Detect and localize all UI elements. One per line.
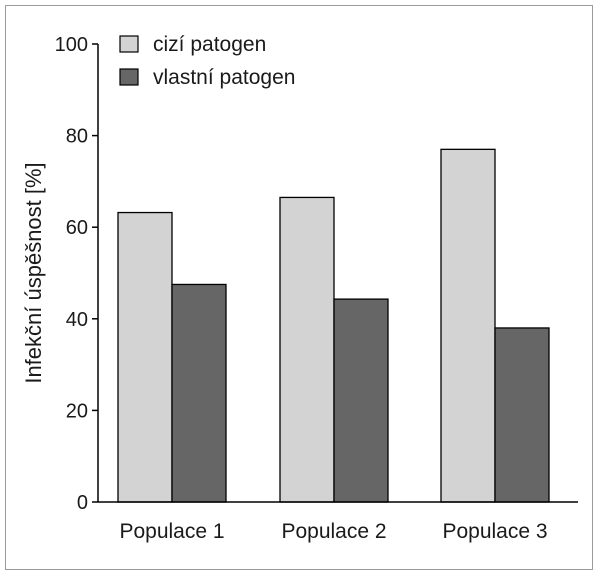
axes	[97, 44, 578, 503]
legend: cizí patogen vlastní patogen	[119, 33, 295, 89]
y-axis-ticks: 0 20 40 60 80 100	[55, 34, 98, 514]
y-tick-label: 40	[66, 309, 88, 331]
bar-vlastni-3	[494, 327, 550, 503]
legend-label: cizí patogen	[153, 33, 266, 56]
bar-vlastni-1	[171, 283, 227, 503]
y-tick-label: 60	[66, 217, 88, 239]
bar-cizi-3	[440, 148, 496, 503]
x-tick-label: Populace 3	[442, 520, 547, 543]
y-tick-label: 20	[66, 400, 88, 422]
bar-vlastni-2	[333, 298, 389, 503]
x-tick-label: Populace 2	[281, 520, 386, 543]
bars	[117, 148, 550, 503]
legend-swatch	[119, 35, 139, 53]
x-axis-labels: Populace 1 Populace 2 Populace 3	[119, 520, 547, 543]
y-tick-label: 0	[77, 492, 88, 514]
x-tick-label: Populace 1	[119, 520, 224, 543]
bar-cizi-2	[279, 196, 335, 503]
legend-swatch	[119, 68, 139, 86]
bar-cizi-1	[117, 211, 173, 503]
y-tick-label: 80	[66, 126, 88, 148]
legend-label: vlastní patogen	[153, 66, 295, 89]
y-axis-label: Infekční úspěšnost [%]	[21, 162, 46, 383]
y-tick-label: 100	[55, 34, 88, 56]
